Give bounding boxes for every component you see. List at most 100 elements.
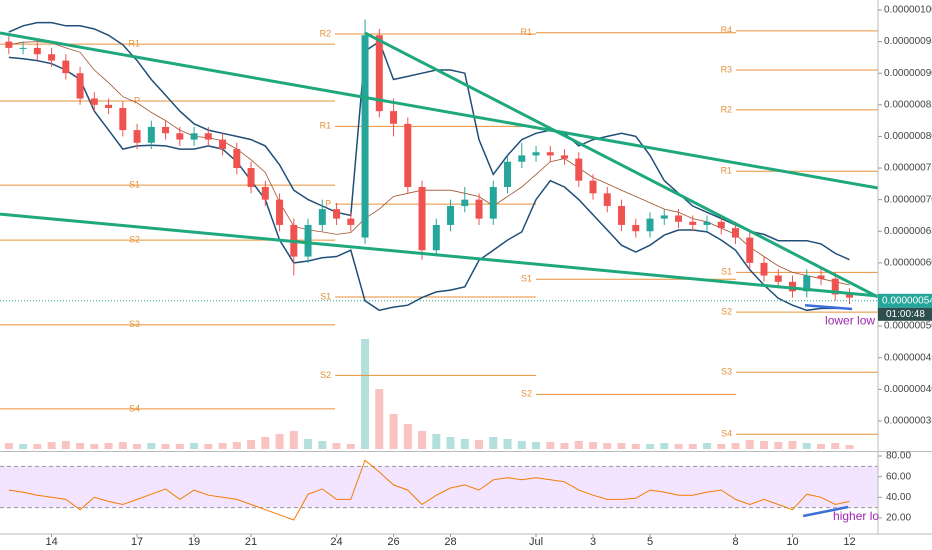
higher-low-line — [802, 505, 849, 518]
x-tick-label: 3 — [590, 536, 596, 548]
candle-body — [90, 98, 98, 105]
volume-bar — [460, 439, 469, 449]
pivot-label: S4 — [721, 429, 732, 439]
volume-bar — [674, 444, 683, 449]
volume-bar — [261, 437, 270, 449]
candle-body — [233, 149, 241, 169]
y-tick-label: 20.00 — [886, 513, 911, 524]
volume-bar — [688, 444, 697, 449]
candle-body — [119, 107, 127, 131]
candle-body — [333, 209, 341, 219]
volume-bar — [118, 442, 127, 449]
candle-body — [390, 111, 398, 124]
y-tick-label: 0.00000075 — [884, 163, 932, 174]
y-tick-label: 0.00000045 — [884, 352, 932, 363]
annotation: lower low — [825, 313, 875, 327]
volume-bar — [289, 431, 298, 449]
rsi-pane — [0, 459, 878, 521]
volume-bar — [788, 441, 797, 449]
pivot-label: S3 — [129, 319, 140, 329]
volume-bar — [446, 437, 455, 449]
x-tick-label: 5 — [647, 536, 653, 548]
candle-body — [561, 155, 569, 159]
candle-body — [504, 161, 512, 188]
volume-bar — [232, 442, 241, 449]
lower-low-line — [804, 303, 853, 311]
x-tick-label: 26 — [387, 536, 399, 548]
candle-body — [276, 199, 284, 225]
candle-body — [675, 215, 683, 222]
candle-body — [347, 218, 355, 225]
volume-bar — [175, 444, 184, 449]
volume-bar — [560, 443, 569, 449]
pivot-label: S2 — [129, 234, 140, 244]
last-price-box — [878, 293, 932, 308]
candle-body — [19, 47, 27, 49]
x-tick-label: 12 — [843, 536, 855, 548]
volume-bar — [432, 434, 441, 449]
last-price-label: 0.00000054 — [882, 295, 932, 306]
rsi-line — [8, 459, 850, 521]
pivot-label: R1 — [721, 166, 733, 176]
candle-body — [760, 262, 768, 276]
candle-body — [418, 187, 426, 251]
candle-body — [518, 155, 526, 162]
y-tick-label: 0.00000065 — [884, 226, 932, 237]
volume-bar — [147, 443, 156, 449]
volume-bar — [33, 444, 42, 449]
candle-body — [689, 221, 697, 225]
y-tick-label: 0.00000100 — [884, 5, 932, 16]
pivot-label: S2 — [320, 370, 331, 380]
volume-bar — [418, 431, 427, 449]
x-tick-label: 8 — [732, 536, 738, 548]
volume-bar — [47, 442, 56, 449]
volume-bar — [304, 439, 313, 449]
bollinger-lower — [8, 56, 850, 312]
candle-body — [162, 126, 170, 134]
trendline — [364, 31, 878, 299]
y-tick-label: 0.00000060 — [884, 258, 932, 269]
trendline — [0, 31, 878, 190]
candle-body — [532, 152, 540, 156]
candle-body — [717, 221, 725, 229]
candle-body — [589, 180, 597, 194]
volume-bar — [646, 444, 655, 449]
volume-bar — [133, 444, 142, 449]
candle-body — [732, 228, 740, 238]
annotation: higher lo — [833, 509, 879, 523]
volume-bar — [774, 442, 783, 449]
volume-bar — [4, 443, 13, 449]
candle-body — [646, 218, 654, 232]
candle-body — [546, 152, 554, 156]
volume-bar — [61, 441, 70, 449]
pivot-label: S3 — [721, 367, 732, 377]
pivot-label: R1 — [128, 39, 140, 49]
countdown-box — [878, 307, 932, 321]
volume-bar — [190, 443, 199, 449]
pivot-label: S2 — [721, 307, 732, 317]
volume-bar — [76, 443, 85, 449]
candle-body — [447, 205, 455, 225]
y-tick-label: 0.00000070 — [884, 194, 932, 205]
candle-body — [703, 221, 711, 225]
volume-bar — [361, 339, 370, 449]
candle-body — [803, 275, 811, 292]
candle-body — [147, 126, 155, 143]
y-tick-label: 40.00 — [886, 492, 911, 503]
volume-bar — [817, 444, 826, 449]
x-tick-label: 14 — [45, 536, 57, 548]
volume-bar — [731, 443, 740, 449]
candle-body — [375, 35, 383, 112]
volume-bar — [617, 443, 626, 449]
x-tick-label: 19 — [188, 536, 200, 548]
y-tick-label: 80.00 — [886, 451, 911, 462]
candle-body — [432, 224, 440, 251]
y-tick-label: 0.00000095 — [884, 36, 932, 47]
pivot-label: R1 — [320, 121, 332, 131]
candle-body — [489, 187, 497, 219]
y-tick-label: 0.00000050 — [884, 321, 932, 332]
volume-bar — [19, 444, 28, 449]
candle-body — [133, 130, 141, 143]
candle-body — [475, 199, 483, 219]
pivot-label: S2 — [521, 389, 532, 399]
